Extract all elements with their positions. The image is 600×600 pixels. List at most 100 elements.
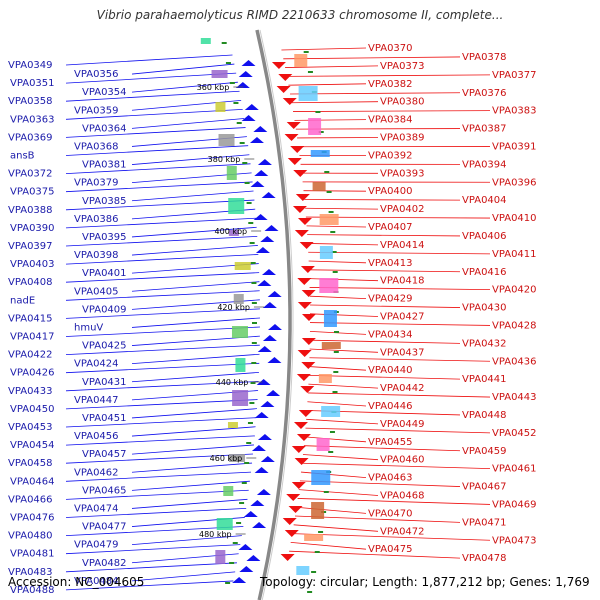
kbp-tick-label: 380 kbp — [208, 155, 241, 164]
left-gene-label: VPA0359 — [74, 105, 119, 116]
left-leader-line — [65, 471, 252, 482]
forward-gene-arrow — [280, 554, 295, 561]
left-gene-label: VPA0483 — [8, 567, 53, 578]
left-leader-line — [131, 498, 248, 509]
right-leader-line — [305, 427, 491, 434]
right-gene-label: VPA0413 — [368, 258, 413, 269]
reverse-gene-arrow — [267, 291, 282, 297]
forward-gene-arrow — [286, 122, 301, 129]
functional-category-box — [232, 390, 249, 406]
functional-category-box — [310, 150, 330, 157]
right-gene-label: VPA0449 — [380, 419, 425, 430]
reverse-gene-arrow — [257, 434, 272, 440]
reverse-gene-arrow — [257, 159, 272, 165]
reverse-gene-arrow — [250, 500, 265, 506]
left-gene-label: VPA0386 — [74, 214, 119, 225]
right-gene-label: VPA0448 — [462, 410, 507, 421]
left-gene-label: VPA0451 — [82, 413, 127, 424]
right-leader-line — [309, 348, 379, 353]
left-leader-line — [65, 362, 260, 374]
right-leader-line — [309, 322, 491, 326]
forward-gene-arrow — [301, 314, 316, 321]
right-leader-line — [307, 234, 461, 237]
forward-gene-arrow — [293, 170, 308, 177]
right-leader-line — [308, 374, 461, 380]
right-gene-label: VPA0446 — [368, 401, 413, 412]
left-gene-label: nadE — [10, 295, 35, 306]
right-gene-label: VPA0392 — [368, 150, 413, 161]
inner-ring-dash — [251, 302, 257, 304]
inner-ring-dash — [246, 442, 252, 444]
left-gene-label: VPA0375 — [10, 187, 55, 198]
functional-category-box — [234, 262, 251, 270]
left-gene-label: VPA0415 — [8, 313, 53, 324]
reverse-gene-arrow — [250, 181, 265, 187]
left-leader-line — [65, 381, 259, 392]
forward-gene-arrow — [295, 194, 310, 201]
functional-category-box — [215, 550, 226, 564]
right-gene-label: VPA0442 — [380, 383, 425, 394]
left-leader-line — [65, 272, 260, 283]
reverse-gene-arrow — [254, 467, 269, 473]
left-gene-label: VPA0395 — [82, 232, 127, 243]
left-leader-line — [131, 81, 238, 93]
left-leader-line — [131, 226, 257, 238]
left-leader-line — [131, 317, 261, 328]
inner-ring-dash — [251, 322, 257, 324]
right-gene-label: VPA0436 — [492, 356, 537, 367]
left-leader-line — [131, 462, 253, 473]
right-gene-label: VPA0467 — [462, 482, 507, 493]
functional-category-box — [321, 406, 341, 417]
backbone-arc — [255, 29, 292, 600]
functional-category-box — [228, 198, 245, 214]
left-gene-label: VPA0388 — [8, 205, 53, 216]
left-gene-label: VPA0379 — [74, 178, 119, 189]
reverse-gene-arrow — [244, 104, 259, 110]
functional-category-box — [316, 438, 330, 451]
forward-gene-arrow — [282, 98, 297, 105]
right-gene-label: VPA0420 — [492, 285, 537, 296]
outer-ring-dash — [333, 351, 339, 353]
left-leader-line — [131, 245, 258, 256]
right-gene-label: VPA0389 — [380, 133, 425, 144]
inner-ring-dash — [250, 262, 256, 264]
right-gene-label: VPA0391 — [492, 141, 537, 152]
right-gene-label: VPA0384 — [368, 115, 413, 126]
inner-ring-dash — [232, 542, 238, 544]
right-gene-label: VPA0452 — [492, 428, 537, 439]
left-leader-line — [131, 118, 245, 129]
right-leader-line — [309, 339, 461, 344]
left-gene-label: VPA0431 — [82, 377, 127, 388]
forward-gene-arrow — [301, 338, 316, 345]
right-leader-line — [309, 313, 379, 317]
left-gene-label: VPA0447 — [74, 395, 119, 406]
forward-gene-arrow — [296, 374, 311, 381]
right-leader-line — [303, 445, 461, 452]
right-gene-label: VPA0461 — [492, 464, 537, 475]
right-gene-label: VPA0396 — [492, 177, 537, 188]
functional-category-box — [311, 502, 325, 519]
functional-category-box — [304, 534, 324, 541]
left-leader-line — [131, 571, 236, 582]
forward-gene-arrow — [288, 506, 303, 513]
left-gene-label: VPA0484 — [74, 576, 119, 587]
right-leader-line — [291, 101, 379, 104]
inner-ring-dash — [233, 102, 239, 104]
functional-category-box — [228, 230, 239, 236]
right-gene-label: VPA0459 — [462, 446, 507, 457]
reverse-gene-arrow — [252, 522, 267, 528]
right-leader-line — [308, 383, 379, 389]
functional-category-box — [296, 566, 310, 575]
left-gene-label: VPA0479 — [74, 540, 119, 551]
backbone-arc-shade — [259, 29, 294, 600]
right-leader-line — [293, 110, 491, 112]
left-leader-line — [65, 417, 257, 428]
left-leader-line — [65, 544, 241, 555]
left-gene-label: VPA0477 — [82, 522, 127, 533]
right-leader-line — [307, 243, 379, 246]
outer-ring-dash — [328, 451, 334, 453]
inner-ring-dash — [242, 162, 248, 164]
right-gene-label: VPA0440 — [368, 365, 413, 376]
right-gene-label: VPA0455 — [368, 437, 413, 448]
